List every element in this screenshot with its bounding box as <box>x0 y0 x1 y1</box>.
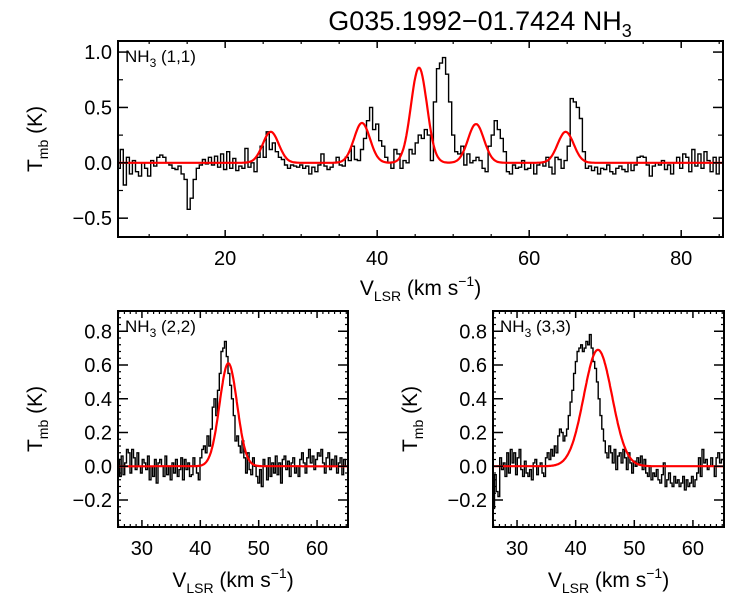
spectrum-observed <box>118 56 723 210</box>
figure-title-main: G035.1992−01.7424 NH <box>328 6 621 36</box>
transition-label-tail: (3,3) <box>531 317 571 336</box>
y-tick-label: 0.8 <box>84 321 112 343</box>
y-tick-label: 0.6 <box>84 355 112 377</box>
y-tick-label: 0.0 <box>459 456 487 478</box>
x-tick-label: 20 <box>214 248 236 270</box>
y-tick-label: 1.0 <box>84 42 112 64</box>
y-tick-label: 0.5 <box>84 97 112 119</box>
x-tick-label: 60 <box>682 538 704 560</box>
transition-label-tail: (1,1) <box>156 47 196 66</box>
x-tick-label: 60 <box>518 248 540 270</box>
y-tick-label: 0.4 <box>459 389 487 411</box>
transition-label-main: NH <box>500 317 525 336</box>
x-axis-label: VLSR (km s−1) <box>172 565 293 596</box>
y-tick-label: 0.0 <box>84 456 112 478</box>
y-tick-label: 0.0 <box>84 153 112 175</box>
x-tick-label: 60 <box>306 538 328 560</box>
y-axis-label: Tmb (K) <box>24 386 51 452</box>
x-tick-label: 80 <box>670 248 692 270</box>
y-tick-label: 0.6 <box>459 355 487 377</box>
y-tick-label: −0.5 <box>73 208 112 230</box>
figure-title-subscript: 3 <box>622 21 632 41</box>
transition-label-tail: (2,2) <box>156 317 196 336</box>
transition-label-main: NH <box>125 317 150 336</box>
x-tick-label: 30 <box>506 538 528 560</box>
y-tick-label: 0.2 <box>84 423 112 445</box>
plot-frame <box>492 310 725 528</box>
x-tick-label: 50 <box>248 538 270 560</box>
gaussian-fit-line <box>118 66 723 164</box>
y-axis-label: Tmb (K) <box>24 106 51 172</box>
y-tick-label: 0.2 <box>459 423 487 445</box>
gaussian-fit-line <box>493 348 724 468</box>
panel-top: 20 40 60 80 −0.5 0.0 0.5 1.0 NH3 (1,1) VLSR (km s… <box>24 40 724 304</box>
transition-label: NH3 (1,1) <box>125 47 196 70</box>
figure-title: G035.1992−01.7424 NH3 <box>328 6 632 41</box>
spectrum-observed <box>118 340 348 488</box>
y-axis-label: Tmb (K) <box>399 386 426 452</box>
y-tick-label: −0.2 <box>73 490 112 512</box>
x-tick-label: 50 <box>623 538 645 560</box>
x-axis-label: VLSR (km s−1) <box>360 273 481 304</box>
transition-label-subscript: 3 <box>150 326 157 340</box>
y-tick-label: −0.2 <box>448 490 487 512</box>
x-tick-label: 40 <box>189 538 211 560</box>
x-tick-label: 30 <box>131 538 153 560</box>
panel-bottom-right: 30 40 50 60 −0.2 0.0 0.2 0.4 0.6 0.8 NH3 (3,3) VLSR… <box>399 310 725 596</box>
y-tick-label: 0.4 <box>84 389 112 411</box>
y-tick-label: 0.8 <box>459 321 487 343</box>
x-tick-label: 40 <box>565 538 587 560</box>
spectrum-observed <box>493 333 724 510</box>
transition-label: NH3 (3,3) <box>500 317 571 340</box>
x-tick-label: 40 <box>366 248 388 270</box>
gaussian-fit-line <box>118 362 348 468</box>
plot-frame <box>117 310 349 528</box>
x-axis-label: VLSR (km s−1) <box>548 565 669 596</box>
plot-frame <box>117 40 724 238</box>
transition-label-main: NH <box>125 47 150 66</box>
panel-bottom-left: 30 40 50 60 −0.2 0.0 0.2 0.4 0.6 0.8 NH3 (2,2) VLSR… <box>24 310 349 596</box>
transition-label: NH3 (2,2) <box>125 317 196 340</box>
transition-label-subscript: 3 <box>150 56 157 70</box>
transition-label-subscript: 3 <box>525 326 532 340</box>
